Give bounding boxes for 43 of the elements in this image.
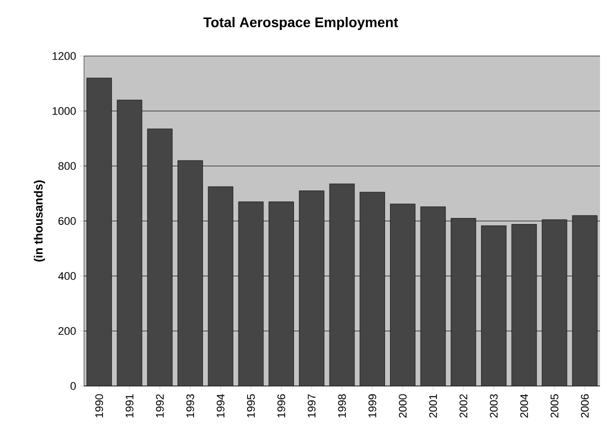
x-tick-label: 2003: [490, 394, 498, 418]
y-tick-label: 1200: [52, 52, 76, 60]
x-tick-label: 1998: [338, 394, 346, 418]
chart-title: Total Aerospace Employment: [203, 16, 398, 30]
x-tick-label: 1997: [308, 394, 316, 418]
bar: [420, 206, 446, 386]
bar: [511, 224, 537, 386]
bar: [86, 78, 112, 386]
x-tick-label: 1991: [126, 394, 134, 418]
bar: [360, 192, 385, 386]
bar: [238, 202, 264, 386]
y-tick-label: 200: [58, 327, 76, 335]
bar: [542, 219, 568, 386]
y-tick-label: 0: [70, 382, 76, 390]
bar: [481, 225, 506, 386]
bar: [329, 184, 355, 386]
bar: [268, 202, 294, 386]
bar: [572, 215, 598, 386]
bar: [208, 186, 234, 386]
x-tick-label: 2002: [460, 394, 468, 418]
x-tick-label: 2001: [429, 394, 437, 418]
bar: [116, 100, 142, 386]
x-tick-label: 1994: [216, 394, 224, 418]
bar: [390, 204, 416, 386]
x-tick-label: 1990: [95, 394, 104, 418]
x-tick-label: 2006: [580, 394, 589, 418]
x-tick-label: 2004: [520, 394, 528, 418]
x-tick-label: 1995: [247, 394, 255, 418]
x-tick-label: 1993: [186, 394, 194, 418]
x-tick-label: 1992: [156, 394, 164, 418]
y-axis-title: (in thousands): [34, 180, 46, 262]
y-tick-label: 1000: [52, 107, 76, 115]
x-tick-label: 1996: [277, 394, 286, 418]
x-tick-label: 1999: [368, 394, 376, 418]
y-tick-label: 800: [58, 162, 76, 170]
x-tick-label: 2000: [398, 394, 407, 418]
x-tick-label: 2005: [550, 394, 558, 418]
bar: [299, 190, 324, 386]
bar: [450, 218, 476, 386]
y-tick-label: 400: [58, 272, 76, 280]
bar: [178, 160, 203, 386]
bar: [147, 128, 173, 386]
y-tick-label: 600: [58, 217, 76, 225]
